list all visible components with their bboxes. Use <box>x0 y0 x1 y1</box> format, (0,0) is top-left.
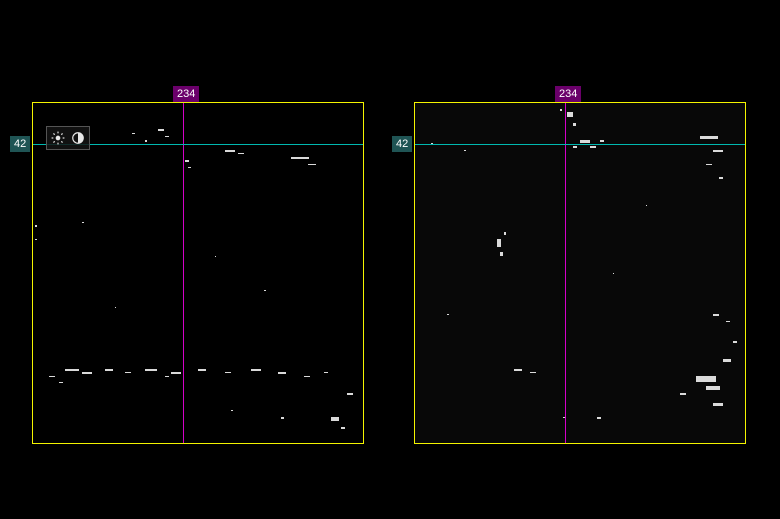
image-toolbar <box>46 126 90 150</box>
image-panel-right[interactable]: 234 42 <box>414 102 746 444</box>
x-coordinate-label: 234 <box>555 86 581 102</box>
x-coordinate-label: 234 <box>173 86 199 102</box>
y-coordinate-label: 42 <box>392 136 412 152</box>
image-panel-left[interactable]: 234 42 <box>32 102 364 444</box>
viewer-stage: 234 42 <box>0 0 780 519</box>
horizontal-crosshair[interactable] <box>414 144 746 145</box>
vertical-crosshair[interactable] <box>183 102 184 444</box>
y-coordinate-label: 42 <box>10 136 30 152</box>
contrast-button[interactable] <box>69 129 87 147</box>
panel-border <box>32 102 364 444</box>
contrast-icon <box>71 131 85 145</box>
panel-border <box>414 102 746 444</box>
vertical-crosshair[interactable] <box>565 102 566 444</box>
brightness-icon <box>51 131 65 145</box>
brightness-button[interactable] <box>49 129 67 147</box>
